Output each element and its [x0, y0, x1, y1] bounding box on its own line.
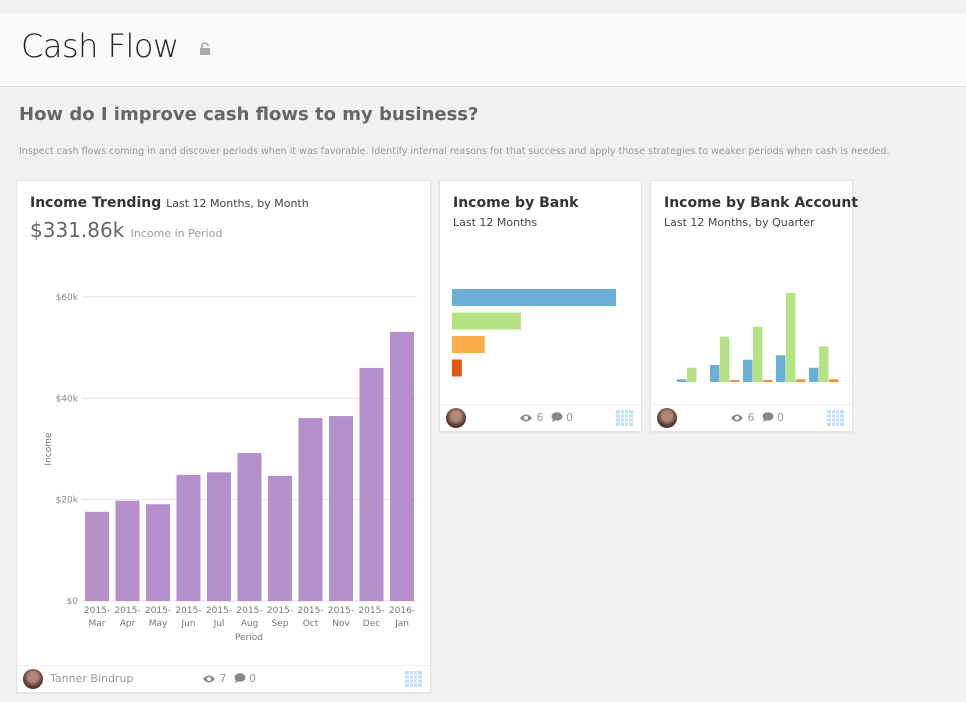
account-bar[interactable] — [796, 379, 806, 382]
views-count: 6 — [536, 411, 544, 424]
table-view-icon[interactable] — [616, 410, 633, 426]
account-bar[interactable] — [710, 365, 720, 382]
kpi: $331.86k Income in Period — [30, 218, 222, 242]
account-bar[interactable] — [753, 326, 763, 382]
x-tick-label: Sep — [272, 619, 289, 629]
card-title-text: Income Trending — [30, 195, 162, 211]
account-bar[interactable] — [677, 379, 687, 382]
kpi-value: $331.86k — [30, 218, 125, 242]
avatar[interactable] — [657, 408, 677, 428]
y-tick-label: $0 — [67, 597, 79, 607]
views-count: 7 — [219, 672, 227, 685]
x-tick-label: Dec — [363, 619, 380, 629]
avatar[interactable] — [446, 408, 466, 428]
card-stats: 6 0 — [730, 411, 784, 424]
y-tick-label: $20k — [56, 496, 79, 506]
eye-icon — [520, 414, 532, 422]
comments-count: 0 — [249, 672, 256, 685]
table-view-icon[interactable] — [827, 410, 844, 426]
x-tick-label: Jan — [394, 619, 409, 629]
author-name[interactable]: Tanner Bindrup — [50, 672, 134, 685]
comment-icon — [234, 673, 245, 683]
x-tick-label: 2015- — [328, 606, 354, 616]
account-bar[interactable] — [743, 359, 753, 382]
bank-bar[interactable] — [452, 312, 521, 330]
bar[interactable] — [298, 418, 323, 601]
bar[interactable] — [237, 453, 262, 601]
x-tick-label: Jul — [213, 619, 225, 629]
x-tick-label: May — [149, 619, 168, 629]
views-count: 6 — [747, 411, 755, 424]
x-tick-label: Mar — [89, 619, 106, 629]
x-tick-label: 2015- — [358, 606, 384, 616]
unlocked-padlock-icon[interactable] — [199, 42, 211, 56]
card-income-by-bank-account[interactable]: Income by Bank Account Last 12 Months, b… — [650, 180, 858, 432]
bar[interactable] — [359, 367, 384, 601]
y-tick-label: $40k — [56, 394, 79, 404]
card-subtitle: Last 12 Months, by Quarter — [664, 216, 815, 229]
account-bar[interactable] — [763, 380, 773, 382]
x-tick-label: Jun — [180, 619, 195, 629]
bar[interactable] — [176, 474, 201, 601]
x-tick-label: Nov — [332, 619, 350, 629]
card-stats: 7 0 — [202, 672, 256, 685]
dashboard-question: How do I improve cash flows to my busine… — [19, 104, 479, 125]
x-tick-label: 2015- — [297, 606, 323, 616]
avatar[interactable] — [23, 669, 43, 689]
x-axis-label: Period — [235, 633, 263, 643]
bar[interactable] — [115, 500, 140, 601]
account-bar[interactable] — [809, 367, 819, 382]
x-tick-label: 2015- — [175, 606, 201, 616]
account-bar[interactable] — [786, 293, 796, 382]
bar[interactable] — [207, 472, 231, 601]
comment-icon — [551, 412, 562, 422]
x-tick-label: 2015- — [145, 606, 171, 616]
x-tick-label: 2015- — [267, 606, 293, 616]
x-tick-label: 2015- — [84, 606, 110, 616]
card-title: Income by Bank — [453, 195, 579, 211]
bank-bar[interactable] — [452, 359, 462, 377]
comments-count: 0 — [566, 411, 573, 424]
dashboard-description: Inspect cash flows coming in and discove… — [19, 146, 890, 157]
x-tick-label: 2015- — [236, 606, 262, 616]
x-tick-label: 2015- — [114, 606, 140, 616]
x-tick-label: 2015- — [206, 606, 232, 616]
bank-bar[interactable] — [452, 289, 616, 306]
account-bar[interactable] — [730, 380, 740, 382]
kpi-label: Income in Period — [130, 227, 223, 240]
bar[interactable] — [146, 504, 170, 601]
card-footer: 6 0 — [651, 404, 852, 431]
card-subtitle: Last 12 Months, by Month — [166, 197, 309, 210]
bar[interactable] — [390, 331, 414, 601]
bar[interactable] — [85, 511, 109, 601]
bank-bar[interactable] — [452, 336, 485, 353]
x-tick-label: Oct — [303, 619, 319, 629]
card-title: Income by Bank Account — [664, 195, 859, 211]
page-title: Cash Flow — [21, 27, 179, 65]
account-bar[interactable] — [819, 346, 829, 382]
card-footer: 6 0 — [440, 404, 641, 431]
bar[interactable] — [268, 475, 292, 601]
account-bar[interactable] — [776, 355, 786, 382]
x-tick-label: Apr — [120, 619, 136, 629]
x-tick-label: Aug — [241, 619, 259, 629]
card-footer: Tanner Bindrup 7 0 — [17, 665, 430, 692]
x-tick-label: 2016- — [389, 606, 415, 616]
card-subtitle: Last 12 Months — [453, 216, 538, 229]
y-tick-label: $60k — [56, 293, 79, 303]
comment-icon — [762, 412, 773, 422]
account-bar[interactable] — [829, 379, 839, 382]
eye-icon — [203, 675, 215, 683]
card-title: Income Trending Last 12 Months, by Month — [30, 195, 309, 211]
account-bar[interactable] — [687, 367, 697, 382]
page-header: Cash Flow — [0, 14, 966, 87]
table-view-icon[interactable] — [405, 671, 422, 687]
account-bar[interactable] — [720, 336, 730, 382]
y-axis-label: Income — [44, 432, 54, 466]
comments-count: 0 — [777, 411, 784, 424]
bar[interactable] — [329, 416, 353, 601]
eye-icon — [731, 414, 743, 422]
card-stats: 6 0 — [519, 411, 573, 424]
